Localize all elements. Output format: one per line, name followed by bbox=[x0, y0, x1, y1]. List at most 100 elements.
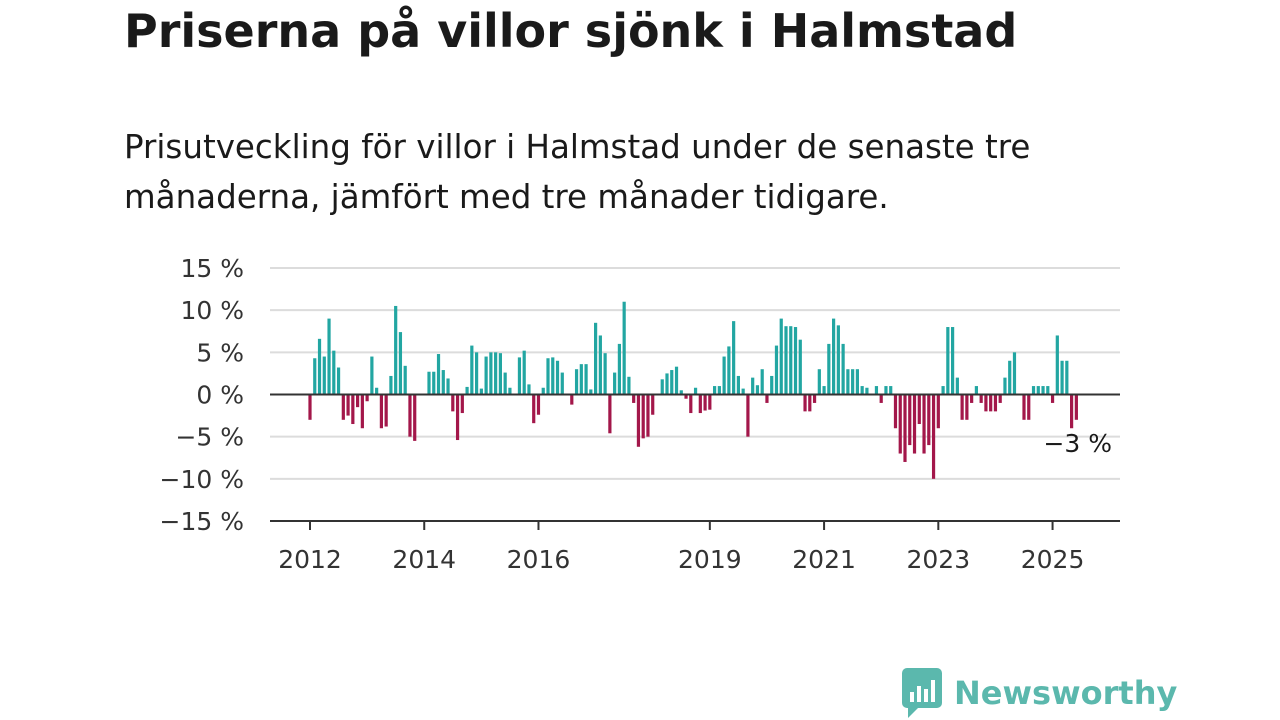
bar bbox=[979, 394, 983, 403]
bar bbox=[884, 386, 888, 395]
bar bbox=[403, 365, 407, 395]
bar bbox=[789, 326, 793, 395]
bar bbox=[546, 358, 550, 395]
bar bbox=[770, 375, 774, 395]
bar bbox=[779, 318, 783, 395]
bar bbox=[741, 388, 745, 395]
bar bbox=[817, 369, 821, 395]
y-tick-label: 0 % bbox=[196, 381, 244, 410]
bar bbox=[313, 358, 317, 395]
bar bbox=[603, 353, 607, 395]
bar bbox=[1055, 335, 1059, 395]
bar bbox=[755, 385, 760, 395]
y-tick-label: 15 % bbox=[180, 254, 244, 283]
bar bbox=[332, 350, 336, 395]
bar bbox=[912, 394, 917, 454]
bar bbox=[955, 377, 959, 395]
bar bbox=[1003, 377, 1007, 395]
bar bbox=[541, 387, 545, 395]
newsworthy-logo-icon bbox=[902, 668, 942, 718]
bar bbox=[389, 375, 393, 395]
bar bbox=[774, 345, 779, 395]
bar bbox=[622, 301, 626, 395]
bar bbox=[960, 394, 964, 420]
x-tick-label: 2014 bbox=[392, 545, 456, 574]
x-tick-label: 2023 bbox=[907, 545, 971, 574]
bar bbox=[713, 386, 717, 395]
bar bbox=[679, 390, 683, 395]
bar bbox=[494, 352, 498, 395]
bar bbox=[308, 394, 312, 420]
bar bbox=[455, 394, 460, 441]
bar bbox=[351, 394, 355, 425]
bar bbox=[532, 394, 536, 424]
bar bbox=[889, 386, 893, 395]
bar bbox=[746, 394, 750, 437]
bar bbox=[555, 360, 560, 395]
bar bbox=[536, 394, 541, 415]
bar bbox=[646, 394, 650, 437]
bar bbox=[360, 394, 364, 429]
chart-title: Priserna på villor sjönk i Halmstad bbox=[124, 4, 1018, 58]
bar bbox=[589, 389, 593, 395]
bar bbox=[1050, 394, 1055, 403]
bar bbox=[641, 394, 645, 439]
bar bbox=[951, 327, 955, 395]
bar bbox=[717, 386, 721, 395]
bar bbox=[874, 386, 879, 395]
x-tick-label: 2016 bbox=[507, 545, 571, 574]
bar bbox=[893, 394, 898, 429]
bar bbox=[989, 394, 993, 412]
bar bbox=[1041, 386, 1045, 395]
bar bbox=[993, 394, 998, 412]
bar bbox=[903, 394, 907, 462]
bar bbox=[974, 386, 978, 395]
bar bbox=[1012, 352, 1017, 395]
bar bbox=[1027, 394, 1031, 420]
bar bbox=[503, 372, 507, 395]
bar bbox=[703, 394, 707, 411]
bar bbox=[793, 327, 798, 395]
bar bbox=[865, 387, 869, 395]
bar bbox=[465, 386, 469, 395]
bar bbox=[970, 394, 974, 403]
bar bbox=[451, 394, 455, 412]
bar bbox=[660, 379, 664, 395]
bar bbox=[489, 352, 493, 395]
bar bbox=[327, 318, 331, 395]
bar bbox=[1060, 360, 1064, 395]
y-tick-label: −15 % bbox=[160, 507, 244, 536]
bar bbox=[341, 394, 345, 420]
bar bbox=[784, 326, 788, 395]
bar bbox=[636, 394, 641, 447]
bar bbox=[665, 373, 669, 395]
bar bbox=[1031, 386, 1036, 395]
bar bbox=[732, 321, 736, 395]
bar bbox=[632, 394, 636, 403]
bar bbox=[427, 371, 431, 395]
bar bbox=[927, 394, 931, 446]
bar bbox=[798, 339, 802, 395]
bar bbox=[394, 305, 398, 395]
bar bbox=[384, 394, 388, 427]
bar bbox=[808, 394, 812, 412]
bar bbox=[475, 352, 479, 395]
bar bbox=[479, 388, 483, 395]
bar bbox=[898, 394, 902, 454]
bar bbox=[1065, 360, 1069, 395]
bar bbox=[727, 346, 731, 395]
x-tick-label: 2019 bbox=[678, 545, 742, 574]
bar bbox=[598, 335, 602, 395]
x-tick-label: 2012 bbox=[278, 545, 342, 574]
bar bbox=[722, 356, 726, 395]
bar bbox=[522, 350, 526, 395]
bar bbox=[322, 356, 326, 395]
bar bbox=[965, 394, 969, 420]
bar bbox=[436, 354, 441, 395]
bar bbox=[617, 343, 621, 395]
bar bbox=[551, 357, 555, 395]
bar bbox=[708, 394, 712, 410]
bar bbox=[356, 394, 360, 408]
bar bbox=[508, 387, 512, 395]
